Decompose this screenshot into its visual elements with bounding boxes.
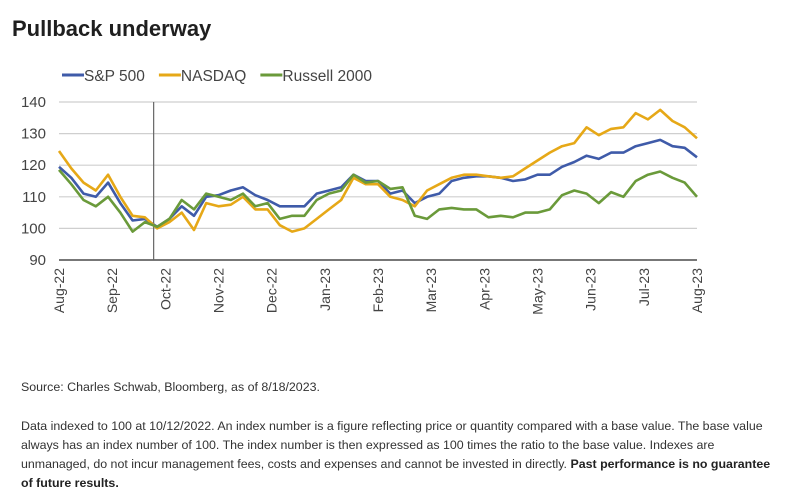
x-tick-label: Aug-22 — [51, 268, 67, 313]
legend-label: Russell 2000 — [282, 68, 372, 85]
legend-label: S&P 500 — [84, 68, 145, 85]
footnote-disclaimer: Past performance is no guarantee of futu… — [21, 457, 771, 490]
y-tick-label: 120 — [21, 157, 46, 174]
y-tick-label: 130 — [21, 126, 46, 143]
x-tick-label: Dec-22 — [264, 268, 280, 313]
series-line-nasdaq — [57, 108, 698, 233]
y-tick-label: 110 — [22, 189, 46, 206]
x-tick-label: Jul-23 — [636, 268, 652, 306]
x-tick-label: Mar-23 — [423, 268, 439, 313]
x-tick-label: Feb-23 — [370, 268, 386, 313]
x-tick-label: May-23 — [530, 268, 546, 315]
x-tick-label: Oct-22 — [157, 268, 173, 310]
series-line-russell-2000 — [58, 169, 698, 233]
x-tick-label: Aug-23 — [689, 268, 705, 313]
y-tick-label: 140 — [21, 94, 46, 111]
x-tick-label: Jun-23 — [583, 268, 599, 311]
x-tick-label: Apr-23 — [476, 268, 492, 310]
x-tick-label: Sep-22 — [104, 268, 120, 313]
line-chart: 90 100 110 120 130 140 Aug-22 Sep-22 Oct-22 Nov-2… — [21, 68, 705, 315]
chart-title: Pullback underway — [12, 16, 212, 41]
footnote-text: Data indexed to 100 at 10/12/2022. An in… — [21, 419, 763, 471]
legend-label: NASDAQ — [181, 68, 246, 85]
y-tick-label: 90 — [29, 252, 46, 269]
x-tick-label: Nov-22 — [211, 268, 227, 313]
y-tick-label: 100 — [21, 220, 46, 237]
footnote: Data indexed to 100 at 10/12/2022. An in… — [21, 417, 781, 493]
source-note: Source: Charles Schwab, Bloomberg, as of… — [21, 380, 320, 394]
x-tick-label: Jan-23 — [317, 268, 333, 311]
